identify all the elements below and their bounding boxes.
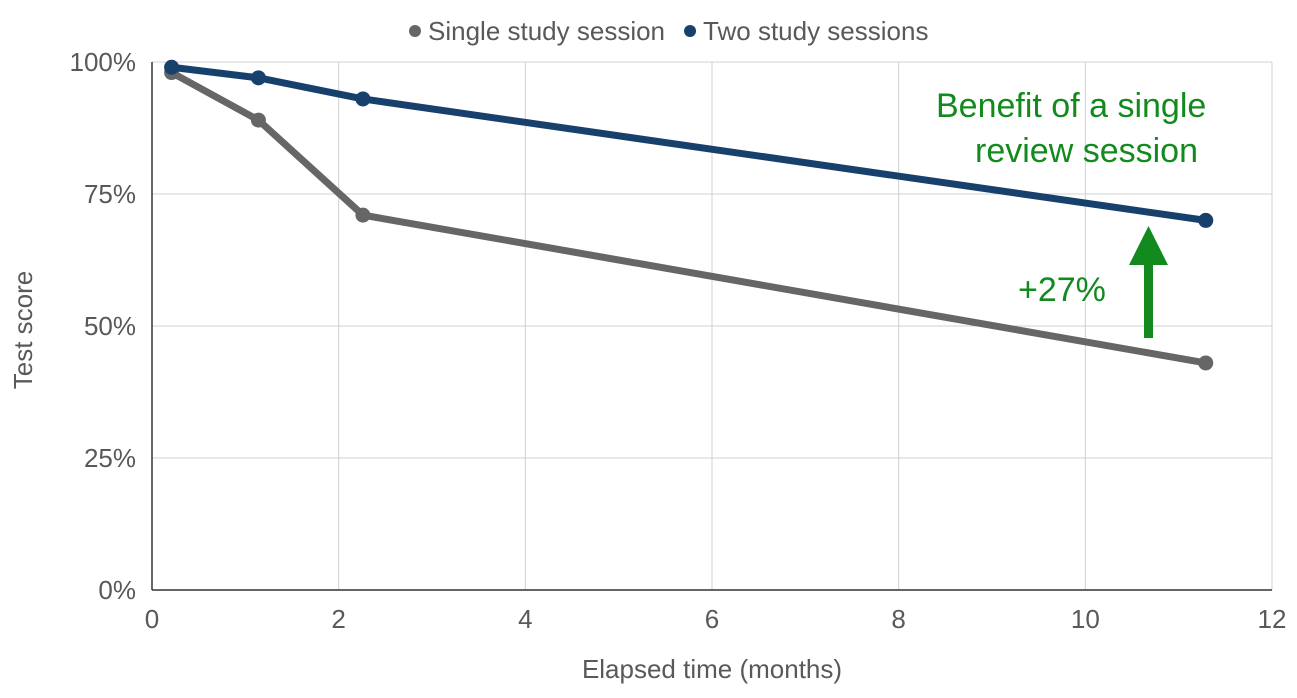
legend-marker-0 — [409, 25, 421, 37]
x-tick-label: 8 — [891, 604, 905, 634]
benefit-annotation-line2: review session — [975, 132, 1198, 170]
y-tick-label: 50% — [84, 311, 136, 341]
y-tick-label: 0% — [98, 575, 136, 605]
x-tick-label: 4 — [518, 604, 532, 634]
legend-label-0: Single study session — [428, 16, 665, 46]
data-point-0 — [250, 112, 266, 128]
x-tick-label: 2 — [331, 604, 345, 634]
x-axis-label: Elapsed time (months) — [582, 654, 842, 684]
series-line-0 — [169, 69, 1207, 367]
x-tick-label: 10 — [1071, 604, 1100, 634]
difference-label: +27% — [1018, 271, 1106, 309]
data-point-1 — [1198, 212, 1214, 228]
legend-marker-1 — [684, 25, 697, 37]
benefit-annotation-line1: Benefit of a single — [936, 87, 1206, 125]
data-point-1 — [355, 91, 371, 107]
x-tick-label: 12 — [1258, 604, 1287, 634]
data-point-0 — [355, 207, 371, 223]
x-tick-label: 0 — [145, 604, 159, 634]
tick-labels: 0% 25% 50% 75% 100% 0 2 4 6 8 10 12 — [70, 47, 1287, 634]
y-axis-label: Test score — [8, 271, 38, 390]
legend-label-1: Two study sessions — [703, 16, 928, 46]
annotations: Benefit of a single review session +27% — [936, 87, 1206, 338]
legend: Single study session Two study sessions — [409, 16, 928, 46]
data-point-1 — [164, 59, 180, 75]
y-tick-label: 25% — [84, 443, 136, 473]
axes — [151, 62, 1272, 591]
y-tick-label: 100% — [70, 47, 137, 77]
data-point-1 — [250, 70, 266, 86]
y-tick-label: 75% — [84, 179, 136, 209]
data-point-0 — [1198, 355, 1214, 371]
up-arrow-icon — [1129, 226, 1168, 338]
series-line-1 — [171, 63, 1207, 224]
series — [164, 59, 1214, 371]
x-tick-label: 6 — [705, 604, 719, 634]
